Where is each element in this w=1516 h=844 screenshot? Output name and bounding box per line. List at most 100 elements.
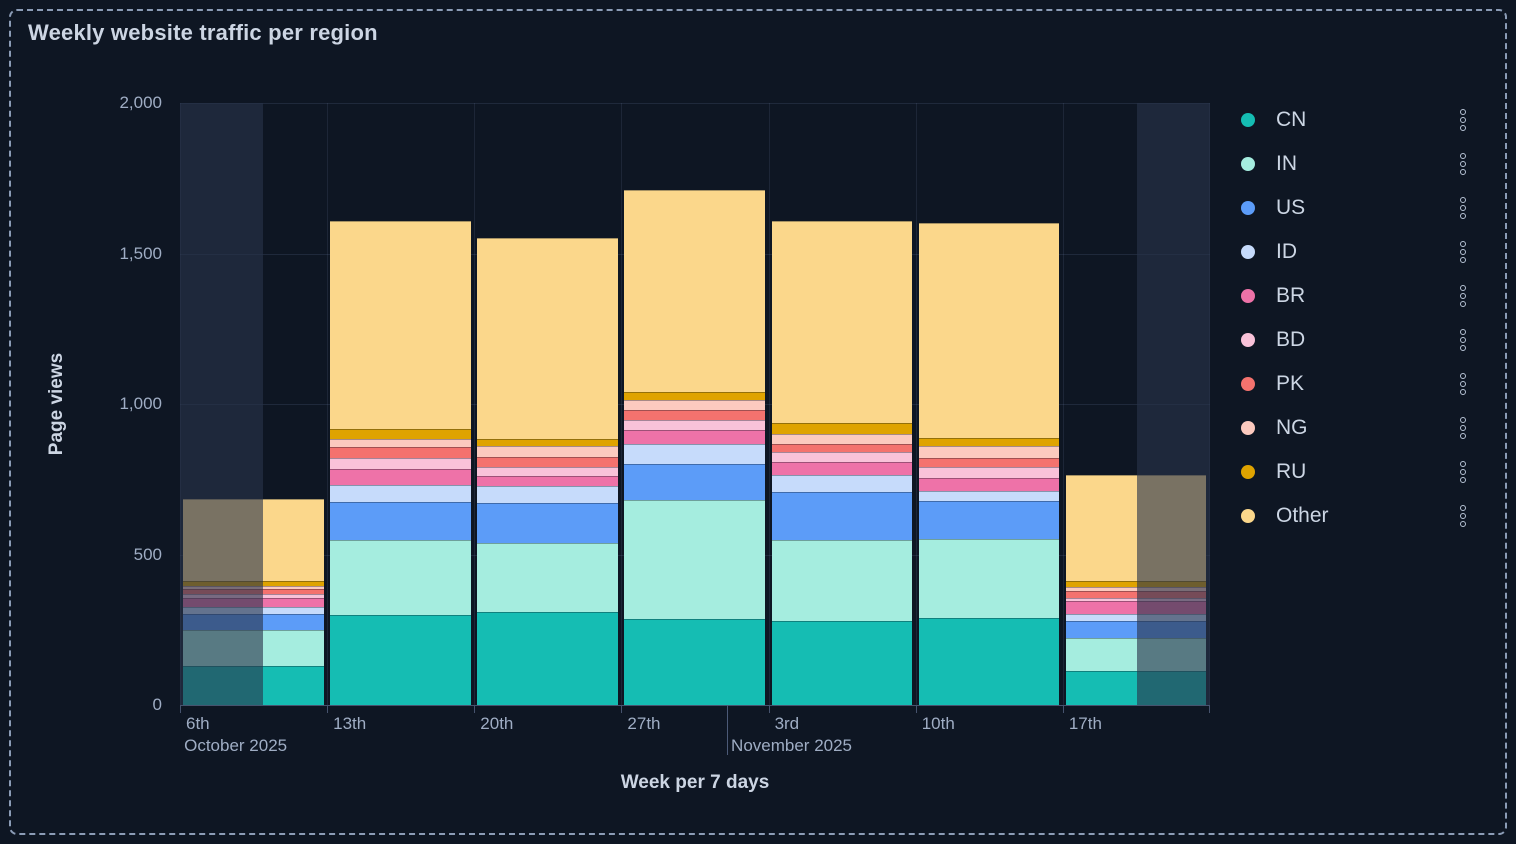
bar-segment-ru[interactable] (771, 423, 913, 434)
bar-segment-id[interactable] (624, 444, 766, 464)
bar-segment-pk[interactable] (918, 457, 1060, 467)
bar-segment-us[interactable] (918, 501, 1060, 540)
bar-segment-br[interactable] (330, 469, 471, 486)
legend-label[interactable]: ID (1276, 240, 1297, 263)
bar-segment-ru[interactable] (624, 392, 766, 401)
bar-segment-pk[interactable] (477, 457, 618, 467)
y-gridline (180, 103, 1210, 104)
menu-dot (1460, 257, 1466, 263)
bar-segment-id[interactable] (330, 485, 471, 502)
x-tick-label: 13th (333, 714, 367, 733)
plot-area (180, 103, 1210, 705)
bar-segment-cn[interactable] (330, 614, 471, 705)
out-of-range-overlay (1136, 103, 1210, 705)
x-tick-mark (1209, 705, 1210, 713)
legend-menu-icon[interactable] (1460, 196, 1466, 220)
x-tick-label: 10th (921, 714, 955, 733)
legend-menu-icon[interactable] (1460, 504, 1466, 528)
bar-segment-br[interactable] (918, 478, 1060, 492)
bar-segment-cn[interactable] (771, 620, 913, 705)
menu-dot (1460, 197, 1466, 203)
legend-label[interactable]: NG (1276, 416, 1308, 439)
legend-label[interactable]: US (1276, 196, 1306, 219)
bar-segment-other[interactable] (918, 223, 1060, 438)
bar-segment-us[interactable] (477, 503, 618, 544)
bar-segment-in[interactable] (330, 540, 471, 615)
bar-segment-br[interactable] (771, 462, 913, 476)
bar-segment-ru[interactable] (477, 438, 618, 447)
bar-segment-pk[interactable] (1065, 591, 1207, 598)
legend-menu-icon[interactable] (1460, 372, 1466, 396)
bar-segment-cn[interactable] (477, 611, 618, 705)
bar-week-27th (624, 103, 766, 705)
bar-segment-other[interactable] (771, 221, 913, 424)
bar-segment-bd[interactable] (330, 457, 471, 470)
bar-segment-other[interactable] (624, 190, 766, 393)
legend-label[interactable]: BD (1276, 328, 1306, 351)
bar-segment-in[interactable] (477, 543, 618, 612)
legend-menu-icon[interactable] (1460, 460, 1466, 484)
menu-dot (1460, 337, 1466, 343)
legend-menu-icon[interactable] (1460, 416, 1466, 440)
bar-segment-ng[interactable] (477, 446, 618, 457)
bar-segment-bd[interactable] (624, 420, 766, 431)
bar-segment-ng[interactable] (330, 438, 471, 448)
legend-color-dot (1241, 113, 1255, 127)
bar-segment-cn[interactable] (918, 617, 1060, 705)
bar-segment-id[interactable] (918, 491, 1060, 502)
legend-label[interactable]: CN (1276, 108, 1307, 131)
bar-segment-us[interactable] (624, 463, 766, 501)
bar-segment-other[interactable] (477, 238, 618, 439)
bar-segment-us[interactable] (771, 491, 913, 541)
menu-dot (1460, 521, 1466, 527)
x-tick-mark (1062, 705, 1064, 713)
x-tick-mark (915, 705, 917, 713)
bar-segment-in[interactable] (918, 539, 1060, 618)
bar-segment-bd[interactable] (1065, 597, 1207, 601)
bar-segment-pk[interactable] (330, 447, 471, 458)
menu-dot (1460, 301, 1466, 307)
bar-segment-pk[interactable] (771, 443, 913, 453)
menu-dot (1460, 205, 1466, 211)
menu-dot (1460, 169, 1466, 175)
bar-segment-ru[interactable] (1065, 580, 1207, 588)
bar-segment-id[interactable] (771, 475, 913, 492)
legend-color-dot (1241, 289, 1255, 303)
legend-menu-icon[interactable] (1460, 108, 1466, 132)
bar-segment-ng[interactable] (624, 400, 766, 411)
bar-segment-id[interactable] (1065, 613, 1207, 622)
legend-label[interactable]: RU (1276, 460, 1307, 483)
bar-segment-br[interactable] (624, 430, 766, 445)
legend-menu-icon[interactable] (1460, 328, 1466, 352)
bar-segment-bd[interactable] (771, 452, 913, 463)
bar-segment-ng[interactable] (771, 433, 913, 444)
legend-label[interactable]: PK (1276, 372, 1305, 395)
legend-item-in: IN (1241, 142, 1470, 186)
legend-label[interactable]: Other (1276, 504, 1329, 527)
bar-segment-cn[interactable] (624, 619, 766, 705)
x-tick-label: 20th (480, 714, 514, 733)
x-gridline (768, 103, 770, 705)
bar-segment-pk[interactable] (624, 410, 766, 421)
legend-menu-icon[interactable] (1460, 284, 1466, 308)
bar-segment-id[interactable] (477, 486, 618, 504)
bar-segment-other[interactable] (330, 221, 471, 429)
bar-segment-us[interactable] (330, 501, 471, 541)
bar-segment-ru[interactable] (918, 437, 1060, 447)
out-of-range-overlay (180, 103, 264, 705)
bar-segment-bd[interactable] (477, 466, 618, 477)
bar-segment-ng[interactable] (1065, 587, 1207, 592)
bar-segment-br[interactable] (477, 476, 618, 487)
bar-segment-bd[interactable] (918, 466, 1060, 479)
legend-menu-icon[interactable] (1460, 240, 1466, 264)
legend-label[interactable]: IN (1276, 152, 1297, 175)
legend-menu-icon[interactable] (1460, 152, 1466, 176)
bar-segment-ng[interactable] (918, 446, 1060, 458)
bar-segment-in[interactable] (771, 540, 913, 621)
bar-segment-ru[interactable] (330, 428, 471, 439)
bar-segment-in[interactable] (624, 500, 766, 620)
bar-week-20th (477, 103, 618, 705)
legend-label[interactable]: BR (1276, 284, 1306, 307)
menu-dot (1460, 213, 1466, 219)
menu-dot (1460, 285, 1466, 291)
